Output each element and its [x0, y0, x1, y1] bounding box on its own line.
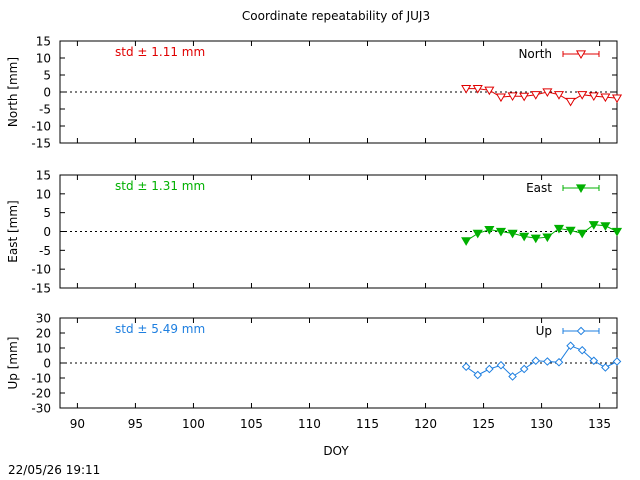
data-point: [588, 92, 599, 102]
chart-title: Coordinate repeatability of JUJ3: [242, 9, 430, 23]
x-tick-label: 125: [472, 417, 495, 431]
footer-timestamp: 22/05/26 19:11: [8, 463, 100, 477]
data-point: [495, 227, 507, 237]
x-tick-label: 95: [128, 417, 143, 431]
data-point: [542, 88, 553, 97]
data-point: [612, 357, 622, 366]
y-tick-label: 0: [43, 357, 51, 371]
data-point: [519, 92, 530, 102]
data-point: [519, 364, 529, 374]
y-tick-label: 15: [36, 169, 51, 183]
data-point: [507, 92, 518, 102]
data-point: [519, 232, 530, 242]
y-tick-label: 0: [43, 86, 51, 100]
data-point: [553, 91, 565, 100]
y-tick-label: 10: [36, 52, 51, 66]
x-tick-label: 90: [70, 417, 85, 431]
data-point: [461, 362, 471, 372]
data-point: [588, 221, 599, 230]
y-tick-label: 0: [43, 225, 51, 239]
y-tick-label: -15: [31, 137, 51, 151]
data-point: [485, 364, 494, 374]
data-point: [472, 84, 483, 94]
y-axis-label: Up [mm]: [6, 337, 20, 390]
data-point: [577, 91, 588, 100]
data-point: [461, 237, 472, 246]
y-axis-label: East [mm]: [6, 200, 20, 262]
y-tick-label: -5: [39, 103, 51, 117]
data-point: [472, 229, 483, 239]
legend-label: Up: [536, 324, 552, 338]
y-tick-label: 5: [43, 206, 51, 220]
panel-east: 15 10 5 0 -5 -10 -15 East [mm] std ± 1.31 mm East: [6, 169, 623, 296]
data-point: [577, 229, 588, 239]
data-point: [542, 233, 553, 243]
x-axis-label: DOY: [323, 444, 349, 458]
legend-marker: [575, 184, 587, 193]
data-point: [600, 222, 611, 231]
data-point: [543, 357, 552, 366]
data-point: [484, 225, 495, 235]
data-point: [566, 341, 575, 351]
data-point: [530, 91, 541, 100]
data-point: [611, 94, 623, 104]
data-point: [473, 370, 483, 380]
y-tick-label: 5: [43, 69, 51, 83]
data-point: [565, 226, 576, 236]
data-point: [589, 356, 599, 366]
y-tick-label: -10: [31, 120, 51, 134]
x-tick-label: 115: [356, 417, 379, 431]
data-point: [577, 345, 587, 355]
data-point: [565, 97, 576, 107]
data-point: [530, 234, 541, 244]
y-tick-label: -30: [31, 402, 51, 416]
data-point: [601, 363, 610, 372]
y-tick-label: -10: [31, 263, 51, 277]
data-point: [484, 86, 495, 96]
y-tick-label: 30: [36, 312, 51, 326]
data-point: [600, 93, 611, 103]
y-tick-label: 10: [36, 187, 51, 201]
x-tick-label: 110: [298, 417, 321, 431]
std-label: std ± 5.49 mm: [115, 322, 205, 336]
data-point: [495, 93, 507, 103]
x-tick-label: 135: [588, 417, 611, 431]
y-tick-label: -5: [39, 244, 51, 258]
y-tick-label: 20: [36, 327, 51, 341]
data-point: [553, 224, 565, 234]
y-tick-label: -20: [31, 387, 51, 401]
legend-marker: [576, 326, 586, 336]
std-label: std ± 1.31 mm: [115, 179, 205, 193]
data-point: [461, 84, 472, 94]
data-point: [531, 356, 541, 366]
y-axis-label: North [mm]: [6, 57, 20, 127]
y-tick-label: 15: [36, 35, 51, 49]
panel-north: 15 10 5 0 -5 -10 -15 North [mm] std ± 1.11 mm Nor…: [6, 35, 623, 151]
x-tick-label: 130: [530, 417, 553, 431]
legend-label: North: [518, 47, 552, 61]
x-tick-label: 120: [414, 417, 437, 431]
std-label: std ± 1.11 mm: [115, 45, 205, 59]
y-tick-label: 10: [36, 342, 51, 356]
y-tick-label: -15: [31, 282, 51, 296]
x-tick-label: 105: [240, 417, 263, 431]
legend-marker: [575, 50, 587, 59]
data-point: [554, 357, 564, 367]
x-tick-label: 100: [182, 417, 205, 431]
data-point: [611, 227, 623, 237]
data-point: [496, 360, 506, 370]
data-point: [508, 372, 517, 381]
y-tick-label: -10: [31, 372, 51, 386]
legend-label: East: [526, 181, 552, 195]
data-point: [507, 229, 518, 239]
